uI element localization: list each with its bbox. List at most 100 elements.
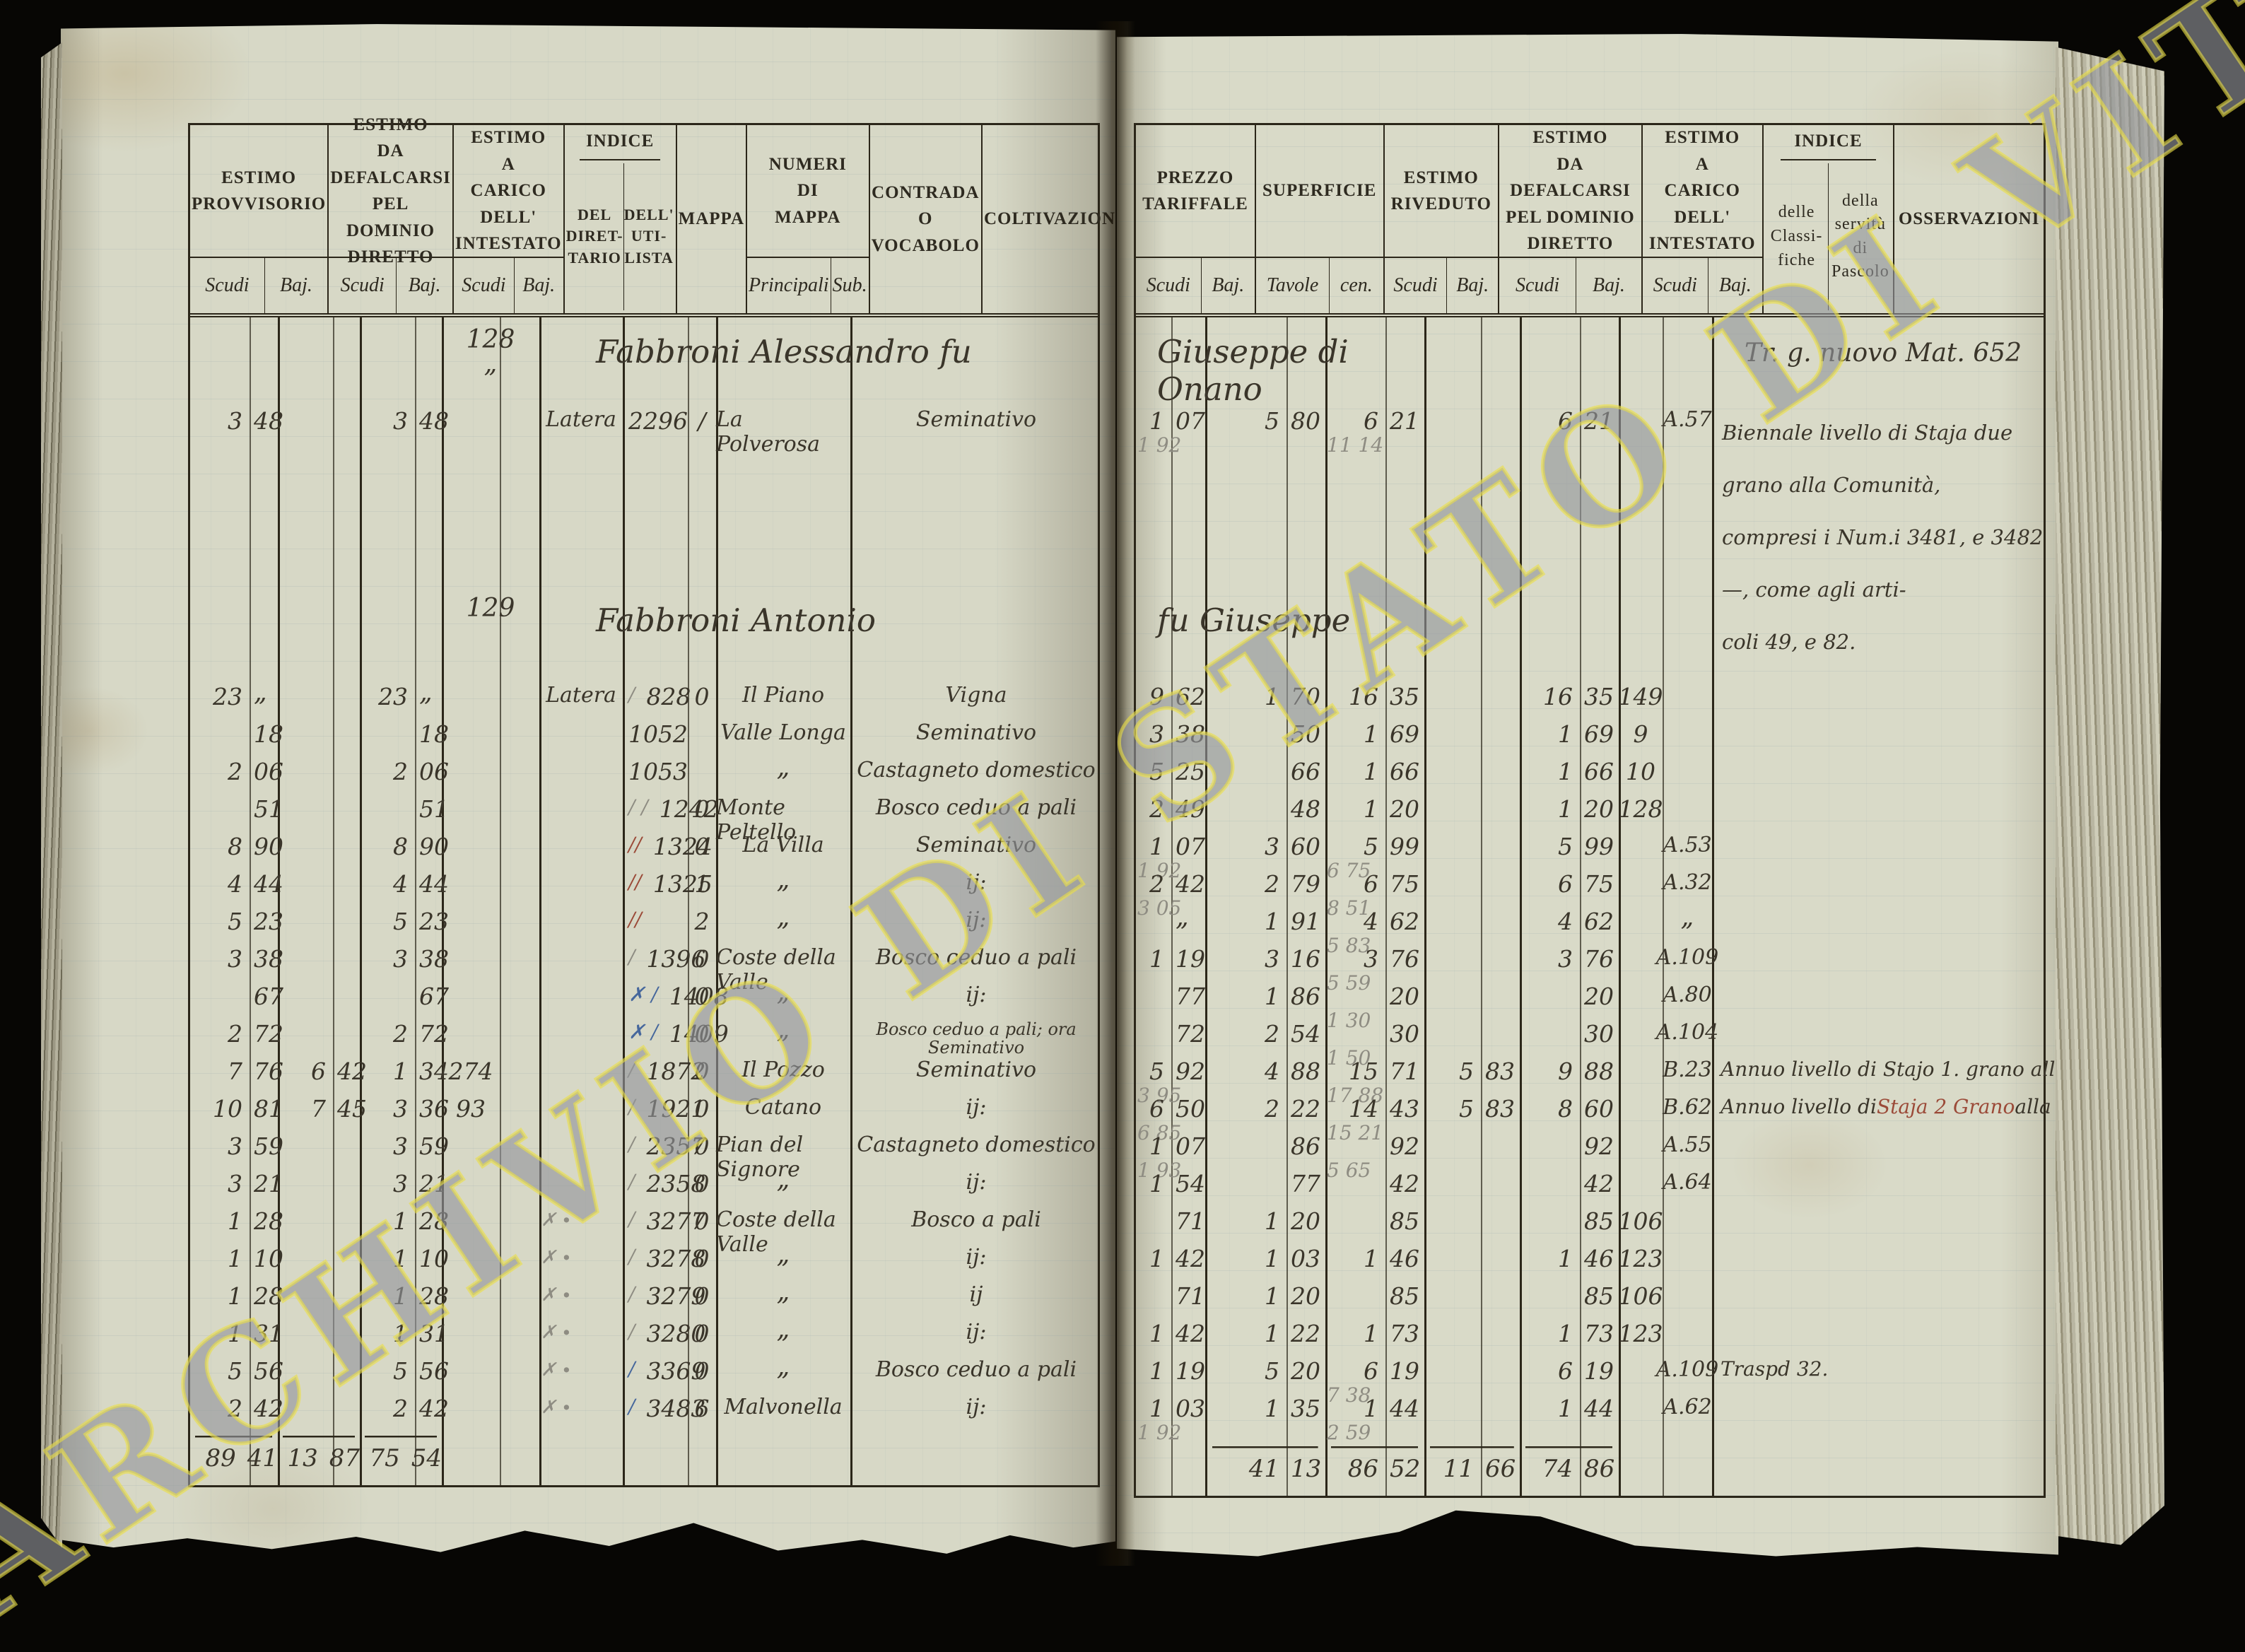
numero-value: 1325	[652, 870, 713, 898]
cell-indice-utilista	[500, 1352, 539, 1390]
cell-carico-scudi: 16	[1543, 683, 1573, 710]
column-rule	[442, 317, 444, 1485]
cell-superficie-tavole: 1	[1265, 683, 1279, 710]
cell-indice-direttario	[442, 1240, 500, 1277]
totals-baj: 54	[411, 1444, 442, 1472]
cell-numero-mappa: ∕ 1872	[623, 1053, 705, 1090]
cell-defalcarsi-scudi	[278, 978, 333, 1015]
cell-numero-mappa: ∕ 3277	[623, 1202, 705, 1257]
cell-carico-scudi: 6	[1558, 870, 1573, 898]
cell-riveduto-scudi: 15 17 88	[1325, 1053, 1385, 1107]
cell-osservazioni	[1712, 1277, 2048, 1315]
cell-sub: 0	[694, 1207, 710, 1235]
cell-riveduto-scudi	[1325, 1165, 1385, 1202]
cell-mappa	[539, 1015, 623, 1058]
cell-carico-baj: 20	[1584, 795, 1614, 823]
cell-superficie-tavole	[1205, 790, 1286, 828]
ditto-mark: „	[1176, 903, 1189, 932]
numero-value: 1242	[659, 795, 719, 823]
slash-mark-icon: ∕	[628, 1170, 640, 1193]
cell-prezzo-scudi	[1136, 1277, 1171, 1315]
table-row: 3 38 3 38 ∕ 1396 0 Coste della Valle Bosco cedu…	[190, 940, 1098, 995]
ditto-mark: „	[776, 978, 790, 1007]
cell-indice-pascolo: A.62	[1663, 1395, 1712, 1419]
cell-carico-baj: 30	[1584, 1020, 1614, 1048]
cell-carico-scudi: 5	[393, 908, 408, 935]
cell-superficie-tavole: 4	[1265, 1058, 1279, 1085]
cell-carico-baj: 73	[1584, 1320, 1614, 1347]
cell-indice-classifiche	[1619, 1053, 1663, 1090]
cell-carico-scudi: 9	[1558, 1058, 1573, 1085]
cell-indice-classifiche	[1619, 978, 1663, 1015]
numero-value: 1396	[646, 945, 706, 973]
ditto-mark: „	[254, 678, 267, 707]
cell-osservazioni	[1712, 828, 2048, 865]
cell-riveduto-baj: 44	[1390, 1395, 1419, 1422]
cell-sub: 0	[694, 1320, 710, 1347]
cell-defalcarsi-scudi: 7	[311, 1095, 326, 1123]
totals-carico: 75 54	[360, 1436, 442, 1485]
cell-superficie-cen: 66	[1291, 758, 1320, 785]
numero-value: 3280	[646, 1320, 706, 1347]
cell-superficie-cen: 50	[1291, 720, 1320, 748]
cell-carico-baj: 85	[1584, 1207, 1614, 1235]
sublabel-scudi: Scudi	[454, 258, 515, 313]
cell-superficie-cen: 35	[1291, 1395, 1320, 1422]
cell-numero-mappa: ∕ 3280	[623, 1315, 705, 1352]
x-mark-icon: ∕ ∕	[628, 795, 648, 819]
group-header-row: 128 „ Fabbroni Alessandro fu	[190, 317, 1098, 402]
cell-prezzo-scudi: 9	[1149, 683, 1164, 710]
cell-carico-baj: 75	[1584, 870, 1614, 898]
cell-sub: 0	[694, 1170, 710, 1197]
column-rule	[850, 317, 852, 1485]
cell-estimo-provvisorio-baj: 23	[254, 908, 283, 935]
cell-indice-pascolo: „	[1663, 903, 1712, 940]
cell-carico-scudi: 3	[393, 1170, 408, 1197]
cell-prezzo-baj: 19	[1176, 945, 1205, 973]
slash-mark-icon: ∕∕	[628, 908, 647, 931]
cell-superficie-tavole: 1	[1265, 1282, 1279, 1310]
cell-defalcarsi-baj	[1481, 865, 1520, 903]
cell-estimo-provvisorio-scudi: 1	[228, 1320, 242, 1347]
numero-value: 3277	[646, 1207, 706, 1235]
cell-defalcarsi-baj	[333, 828, 360, 865]
cell-defalcarsi-baj	[1481, 903, 1520, 940]
cell-superficie-tavole: 5	[1265, 407, 1279, 435]
group-header-row: fu Giuseppe	[1136, 586, 2044, 678]
cell-defalcarsi-scudi	[278, 1315, 333, 1352]
x-mark-icon: ∕∕	[628, 870, 642, 894]
slash-mark-icon: ∕	[628, 1095, 640, 1118]
numero-value: 3278	[646, 1245, 706, 1272]
cell-carico-baj: 44	[1584, 1395, 1614, 1422]
cell-estimo-provvisorio-scudi	[190, 978, 250, 1015]
column-rule	[415, 317, 416, 1485]
cell-indice-utilista	[500, 715, 539, 753]
cell-estimo-provvisorio-scudi: 1	[228, 1282, 242, 1310]
cell-coltivazione: ij:	[966, 1245, 987, 1270]
cell-estimo-provvisorio-baj: 18	[254, 720, 283, 748]
cell-superficie-tavole: 3	[1265, 833, 1279, 860]
cell-indice-utilista	[500, 1090, 539, 1127]
col-estimo-defalcarsi: ESTIMO DA DEFALCARSI PEL DOMINIO DIRETTO	[329, 115, 454, 266]
cell-sub: 0	[694, 1357, 710, 1385]
cell-riveduto-baj: 42	[1390, 1170, 1419, 1197]
column-rule	[1205, 317, 1207, 1496]
cell-defalcarsi-baj	[1481, 1352, 1520, 1390]
cell-numero-mappa: ∕ 2357	[623, 1127, 705, 1182]
cell-numero-mappa: ∕ 3369	[623, 1352, 705, 1390]
cell-carico-scudi	[1520, 1015, 1580, 1053]
ditto-mark: „	[483, 348, 498, 378]
cell-carico-baj: 10	[419, 1245, 449, 1272]
sublabel-cen: cen.	[1330, 258, 1385, 313]
cell-defalcarsi-baj	[333, 978, 360, 1015]
cell-prezzo-baj: 71	[1176, 1282, 1205, 1310]
column-rule	[333, 317, 334, 1485]
cell-prezzo-scudi: 2	[1149, 795, 1164, 823]
pencil-correction: 6 85	[1137, 1121, 1182, 1144]
ditto-mark: „	[776, 1165, 790, 1194]
ditto-mark: „	[776, 1240, 790, 1269]
table-row: 3 48 3 48 Latera 2296 ∕ La Polverosa Seminativo	[190, 402, 1098, 586]
sublabel-scudi: Scudi	[190, 258, 265, 313]
owner-name: Fabbroni Antonio	[596, 602, 877, 639]
